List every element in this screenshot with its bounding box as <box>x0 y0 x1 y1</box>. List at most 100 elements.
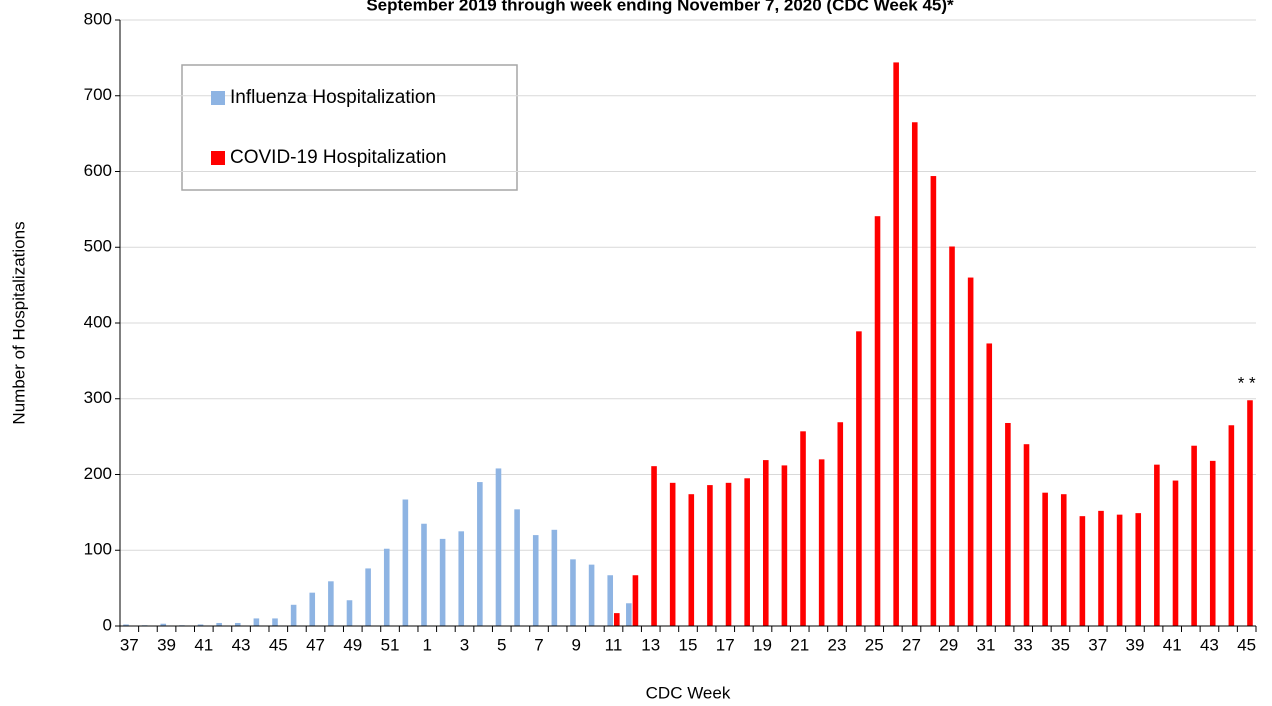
bar <box>1172 480 1179 626</box>
bar <box>707 485 713 626</box>
x-axis-label: CDC Week <box>646 683 731 702</box>
bar <box>744 478 750 626</box>
x-tick-label: 41 <box>194 635 213 654</box>
bar <box>1098 510 1104 626</box>
x-tick-label: 39 <box>157 635 176 654</box>
x-tick-label: 9 <box>572 635 581 654</box>
legend-swatch <box>211 91 225 105</box>
x-tick-label: 43 <box>1200 635 1219 654</box>
bar <box>856 331 862 626</box>
x-tick-label: 25 <box>865 635 884 654</box>
chart-title: September 2019 through week ending Novem… <box>366 0 954 14</box>
x-tick-label: 41 <box>1163 635 1182 654</box>
bar <box>551 529 558 626</box>
y-tick-label: 200 <box>84 464 112 483</box>
bar <box>123 624 129 626</box>
x-tick-label: 37 <box>1088 635 1107 654</box>
bar <box>272 618 278 626</box>
x-tick-label: 5 <box>497 635 506 654</box>
x-tick-label: 35 <box>1051 635 1070 654</box>
y-tick-label: 0 <box>103 615 112 634</box>
bar <box>439 538 446 626</box>
bar <box>328 581 334 626</box>
y-tick-label: 500 <box>84 237 112 256</box>
bar <box>1228 425 1235 626</box>
x-tick-label: 7 <box>534 635 543 654</box>
x-tick-label: 11 <box>605 635 623 654</box>
x-tick-label: 33 <box>1014 635 1033 654</box>
bar <box>893 62 899 627</box>
bar <box>986 343 993 626</box>
bar <box>421 523 427 626</box>
bar <box>607 575 614 626</box>
bar <box>874 216 881 626</box>
bar <box>1005 422 1011 626</box>
x-tick-label: 43 <box>232 635 251 654</box>
bar <box>532 535 539 626</box>
legend-swatch <box>211 151 225 165</box>
bar <box>402 499 409 626</box>
bar <box>669 482 676 626</box>
y-tick-label: 700 <box>84 85 112 104</box>
bar <box>626 603 632 626</box>
legend-label: Influenza Hospitalization <box>230 87 436 108</box>
bar <box>216 622 222 626</box>
x-tick-label: 23 <box>828 635 847 654</box>
bar <box>234 622 241 626</box>
bar <box>495 468 502 626</box>
bar <box>477 482 483 626</box>
x-tick-label: 47 <box>306 635 325 654</box>
bar <box>1023 444 1030 626</box>
bar <box>1042 492 1048 626</box>
y-tick-label: 400 <box>84 312 112 331</box>
bar <box>346 600 353 626</box>
legend-box <box>181 64 518 191</box>
y-axis-label: Number of Hospitalizations <box>9 221 28 424</box>
bar <box>383 548 390 626</box>
bar <box>614 613 620 626</box>
annotation: * * <box>1238 374 1256 393</box>
bar <box>800 431 806 626</box>
bar <box>967 277 974 626</box>
bar <box>309 592 316 626</box>
x-tick-label: 29 <box>939 635 958 654</box>
bar <box>1247 400 1253 626</box>
bar <box>651 466 657 626</box>
bar <box>1060 494 1067 626</box>
bar <box>1135 513 1142 626</box>
bar <box>253 618 260 626</box>
x-tick-label: 39 <box>1125 635 1144 654</box>
x-tick-label: 31 <box>977 635 996 654</box>
y-tick-label: 800 <box>84 9 112 28</box>
x-tick-label: 17 <box>716 635 735 654</box>
bar <box>949 246 955 626</box>
bar <box>290 604 297 626</box>
bar <box>365 568 371 626</box>
x-tick-label: 19 <box>753 635 772 654</box>
bar <box>458 531 465 626</box>
bar <box>1209 460 1216 626</box>
bar <box>781 465 788 626</box>
bar <box>818 459 825 626</box>
bar <box>930 176 937 627</box>
bar <box>570 559 576 626</box>
bar <box>1116 514 1123 626</box>
bar <box>688 494 695 626</box>
bar <box>1079 516 1086 626</box>
x-tick-label: 37 <box>120 635 139 654</box>
y-tick-label: 600 <box>84 161 112 180</box>
x-tick-label: 3 <box>460 635 469 654</box>
x-tick-label: 13 <box>641 635 660 654</box>
y-tick-label: 100 <box>84 540 112 559</box>
x-tick-label: 27 <box>902 635 921 654</box>
x-tick-label: 49 <box>343 635 362 654</box>
bar <box>197 624 204 626</box>
bar <box>514 509 520 626</box>
bar <box>588 564 595 626</box>
x-tick-label: 15 <box>679 635 698 654</box>
bar <box>911 122 918 626</box>
legend-label: COVID-19 Hospitalization <box>230 147 446 168</box>
bar <box>725 482 732 626</box>
x-tick-label: 1 <box>423 635 432 654</box>
